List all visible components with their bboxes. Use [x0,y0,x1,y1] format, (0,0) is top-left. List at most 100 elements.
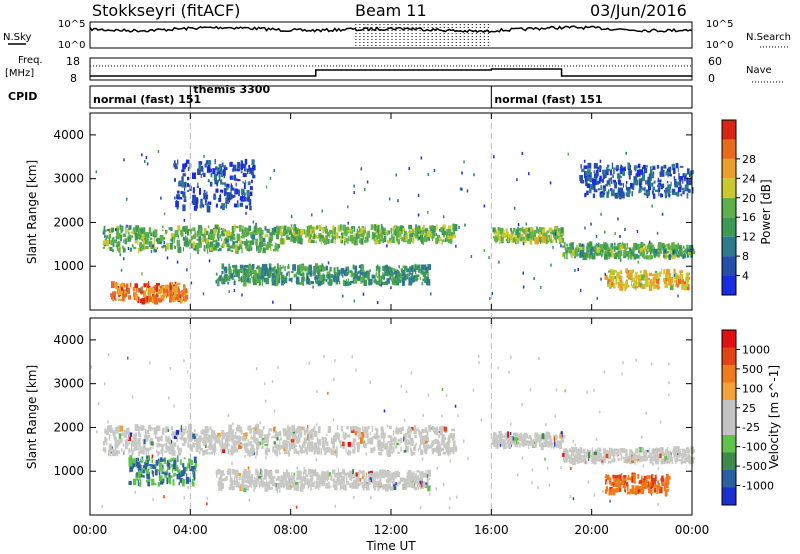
range-gate-cell [535,436,537,441]
range-gate-cell [634,491,638,495]
range-gate-cell [205,239,210,245]
range-gate-cell [602,244,606,250]
range-gate-cell [326,271,331,275]
range-gate-cell [550,234,552,239]
range-gate-cell [192,433,196,439]
range-gate-cell [280,479,283,483]
range-gate-cell [396,275,399,282]
range-gate-cell [656,184,661,188]
range-gate-cell [207,165,211,172]
range-gate-cell [593,170,595,174]
range-gate-cell [119,224,122,228]
range-gate-cell [679,253,681,257]
range-gate-cell [275,244,278,249]
range-gate-cell [581,243,584,247]
range-gate-cell [630,183,633,188]
range-gate-cell [525,433,529,439]
range-gate-cell [291,483,296,488]
range-gate-cell [293,480,296,483]
range-gate-cell [558,237,562,241]
range-gate-cell [596,246,600,252]
range-gate-cell [318,233,322,238]
range-gate-cell [408,167,410,171]
range-gate-cell [315,234,320,239]
range-gate-cell [121,432,124,436]
range-gate-cell [258,278,261,282]
range-gate-cell [642,485,645,491]
range-gate-cell [229,477,233,483]
range-gate-cell [240,160,243,167]
range-gate-cell [129,282,132,288]
range-gate-cell [173,178,176,182]
range-gate-cell [525,228,527,235]
range-gate-cell [407,433,411,439]
range-gate-cell [109,448,114,452]
range-gate-cell [216,439,221,444]
range-gate-cell [368,278,373,285]
range-gate-cell [617,478,621,486]
range-gate-cell [175,464,178,472]
range-gate-cell [448,227,450,232]
range-gate-cell [622,485,626,489]
range-gate-cell [170,458,174,462]
range-gate-cell [171,237,174,244]
range-gate-cell [522,236,527,244]
range-gate-cell [275,446,278,451]
range-gate-cell [196,185,199,188]
range-gate-cell [174,246,176,249]
range-gate-cell [250,247,253,251]
range-gate-cell [459,187,462,191]
range-gate-cell [681,453,683,459]
range-gate-cell [118,438,123,443]
range-gate-cell [447,442,450,445]
range-gate-cell [146,479,148,483]
range-gate-cell [284,480,288,486]
range-gate-cell [293,237,295,244]
range-gate-cell [426,479,429,486]
range-gate-cell [148,466,153,470]
range-gate-cell [148,426,153,429]
range-gate-cell [123,239,125,243]
range-gate-cell [633,279,636,282]
range-gate-cell [401,237,406,242]
range-gate-cell [395,445,398,449]
colorbar-segment [722,120,736,140]
range-gate-cell [181,479,186,484]
range-gate-cell [648,284,653,291]
range-gate-cell [136,472,138,477]
range-gate-cell [355,274,359,281]
range-gate-cell [209,434,213,442]
range-gate-cell [310,229,313,235]
range-gate-cell [618,186,620,192]
range-gate-cell [308,233,313,238]
range-gate-cell [107,450,111,457]
range-gate-cell [180,229,184,236]
range-gate-cell [637,260,639,264]
range-gate-cell [423,279,427,283]
range-gate-cell [241,429,243,436]
range-gate-cell [532,233,537,238]
range-gate-cell [243,485,247,492]
range-gate-cell [409,437,413,442]
range-gate-cell [210,451,214,455]
range-gate-cell [354,265,358,270]
range-gate-cell [219,248,222,251]
range-gate-cell [351,226,354,230]
range-gate-cell [157,482,161,487]
range-gate-cell [419,433,423,438]
range-gate-cell [314,430,318,437]
range-gate-cell [407,477,410,482]
range-gate-cell [588,247,591,251]
range-gate-cell [288,485,292,489]
range-gate-cell [422,224,425,230]
range-gate-cell [615,487,619,493]
range-gate-cell [233,289,236,293]
range-gate-cell [686,192,689,199]
range-gate-cell [317,280,321,287]
range-gate-cell [257,428,261,436]
range-gate-cell [186,430,189,434]
range-gate-cell [159,234,164,242]
colorbar-tick-label: 12 [742,231,756,244]
range-gate-cell [448,225,452,229]
range-gate-cell [345,447,347,454]
